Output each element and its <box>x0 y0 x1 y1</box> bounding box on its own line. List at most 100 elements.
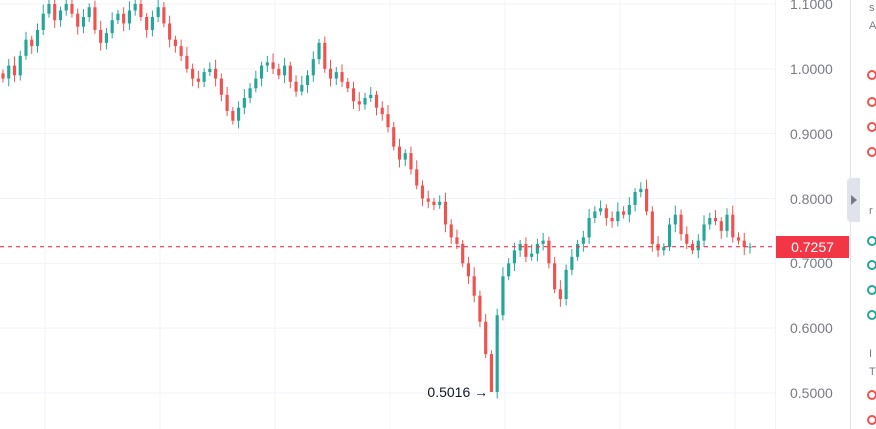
candle-body <box>507 263 511 277</box>
candle-body <box>374 94 379 108</box>
candle-body <box>145 16 149 30</box>
candle <box>512 242 516 272</box>
candle <box>323 36 327 73</box>
candle <box>627 197 631 223</box>
candle <box>719 217 723 239</box>
candle <box>87 3 91 23</box>
candle <box>328 59 333 87</box>
candle <box>162 2 166 28</box>
candle <box>24 31 28 60</box>
candle <box>662 243 666 256</box>
candle-body <box>731 214 735 238</box>
collapse-panel-button[interactable] <box>847 178 860 222</box>
candle-body <box>380 107 384 115</box>
candle-body <box>570 256 574 270</box>
candle <box>265 55 269 73</box>
candle-body <box>409 153 413 170</box>
red-status-icon <box>867 147 876 157</box>
strip-letter-2: A <box>869 20 876 32</box>
candle <box>639 182 643 198</box>
red-status-icon <box>867 70 876 80</box>
green-status-icon <box>867 236 876 246</box>
candle <box>495 308 499 399</box>
candle <box>191 63 195 87</box>
candle-body <box>472 276 476 296</box>
candle-body <box>219 78 223 95</box>
candle <box>288 61 292 89</box>
price-axis-tick-label: 1.1000 <box>790 0 833 12</box>
price-axis-tick-label: 0.6000 <box>790 320 833 337</box>
candle-body <box>173 39 177 47</box>
candle-body <box>346 81 350 89</box>
candle-body <box>133 4 137 11</box>
candle-body <box>64 4 68 11</box>
candle-body <box>547 240 551 264</box>
candle <box>403 149 407 167</box>
candle-body <box>564 269 568 299</box>
candle <box>604 204 608 226</box>
candle <box>466 256 471 285</box>
candle-body <box>179 46 183 56</box>
candle <box>242 88 246 115</box>
candle-body <box>248 88 252 99</box>
strip-letter-3: r <box>869 205 873 217</box>
candle <box>179 39 183 62</box>
candle <box>547 236 551 269</box>
candle <box>202 68 206 87</box>
candle-body <box>53 4 57 21</box>
candle-body <box>277 68 281 76</box>
candle-body <box>627 204 631 215</box>
price-chart[interactable] <box>0 0 775 429</box>
candle <box>518 239 522 257</box>
low-price-marker: 0.5016 → <box>427 383 489 400</box>
candle-body <box>87 7 91 17</box>
candle-body <box>484 321 488 355</box>
candle-body <box>667 224 672 248</box>
candle-body <box>633 192 637 205</box>
candle <box>116 9 120 25</box>
candle <box>294 75 298 97</box>
candle-body <box>323 42 327 69</box>
candle <box>576 239 580 261</box>
candle <box>282 57 287 84</box>
candle <box>535 238 539 262</box>
candle <box>713 210 718 226</box>
candle-body <box>495 315 499 392</box>
candle-body <box>225 94 229 111</box>
candle <box>300 75 304 96</box>
candle <box>168 15 172 48</box>
price-axis[interactable]: 1.1000 1.0000 0.9000 0.8000 0.7000 0.6000 0.50… <box>775 0 851 429</box>
candle <box>553 256 557 294</box>
candle <box>133 0 137 16</box>
candle-body <box>679 214 683 235</box>
candle-body <box>685 234 689 244</box>
candle-body <box>340 72 344 82</box>
candle <box>219 73 223 102</box>
candle-body <box>558 289 562 299</box>
candle <box>369 86 373 102</box>
candle-body <box>237 107 241 121</box>
candle <box>478 290 482 327</box>
candle-body <box>30 39 34 47</box>
candle <box>420 180 425 207</box>
candle-body <box>191 68 195 79</box>
candle <box>340 64 344 87</box>
candle-body <box>294 81 298 92</box>
candle-body <box>553 263 557 290</box>
candle <box>225 86 229 117</box>
candle <box>311 51 315 82</box>
candle-body <box>282 65 287 76</box>
candle <box>599 200 603 216</box>
candle-body <box>530 253 534 257</box>
candle-body <box>587 217 591 238</box>
candle-body <box>662 247 666 251</box>
candle <box>47 0 51 18</box>
candle <box>58 6 63 27</box>
chart-pane[interactable]: 0.5016 → <box>0 0 775 429</box>
candle-body <box>24 39 28 56</box>
candle-body <box>202 72 206 82</box>
candle <box>610 211 614 228</box>
candle <box>254 70 258 93</box>
candle-body <box>1 73 5 79</box>
candle <box>667 217 672 252</box>
